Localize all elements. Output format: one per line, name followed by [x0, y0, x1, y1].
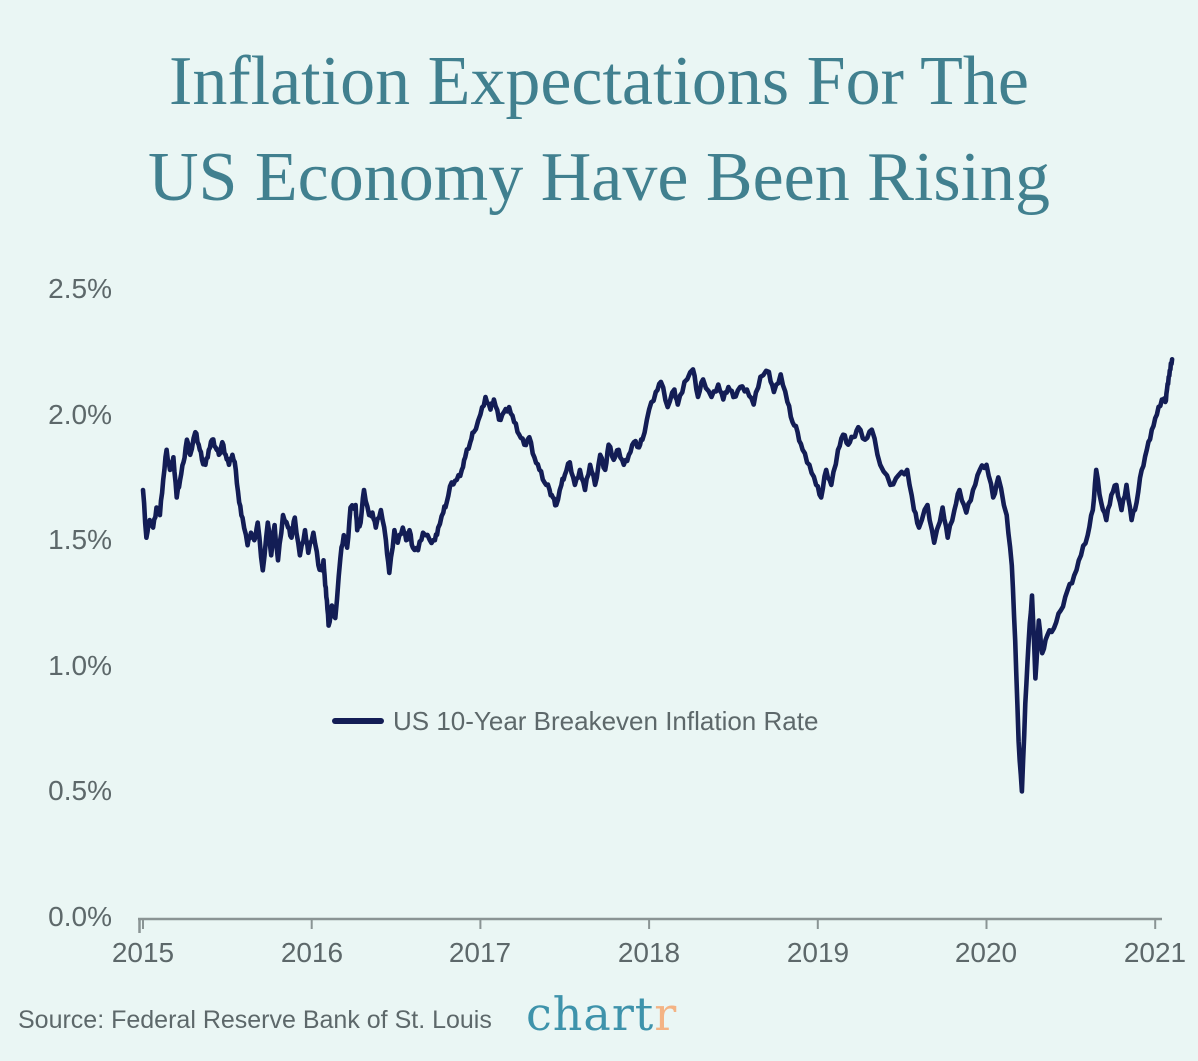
chart-title-line-2: US Economy Have Been Rising [147, 139, 1051, 216]
chartr-logo: chartr [526, 986, 677, 1042]
y-axis-tick-label: 1.5% [48, 524, 112, 555]
legend-label: US 10-Year Breakeven Inflation Rate [393, 705, 819, 736]
x-axis-tick-label: 2016 [280, 937, 344, 968]
inflation-line-series [140, 357, 1175, 794]
chart-title: Inflation Expectations For The US Econom… [0, 34, 1198, 226]
y-axis-tick-label: 2.5% [48, 273, 112, 304]
x-axis-tick-label: 2021 [1123, 937, 1187, 968]
x-axis-tick-label: 2019 [786, 937, 850, 968]
y-axis-tick-label: 2.0% [48, 399, 112, 430]
y-axis-tick-label: 1.0% [48, 650, 112, 681]
chart-title-line-1: Inflation Expectations For The [169, 43, 1029, 120]
x-axis-tick-label: 2020 [954, 937, 1018, 968]
x-axis-tick-label: 2018 [617, 937, 681, 968]
source-attribution: Source: Federal Reserve Bank of St. Loui… [18, 1006, 492, 1034]
x-axis [138, 917, 1162, 933]
x-axis-tick-label: 2017 [448, 937, 512, 968]
legend-line-swatch [332, 718, 384, 724]
x-axis-tick-label: 2015 [111, 937, 175, 968]
chartr-logo-r: r [654, 987, 678, 1041]
legend: US 10-Year Breakeven Inflation Rate [332, 703, 818, 739]
chartr-logo-chart: chart [526, 987, 655, 1041]
y-axis-tick-label: 0.5% [48, 775, 112, 806]
y-axis-tick-label: 0.0% [48, 901, 112, 932]
